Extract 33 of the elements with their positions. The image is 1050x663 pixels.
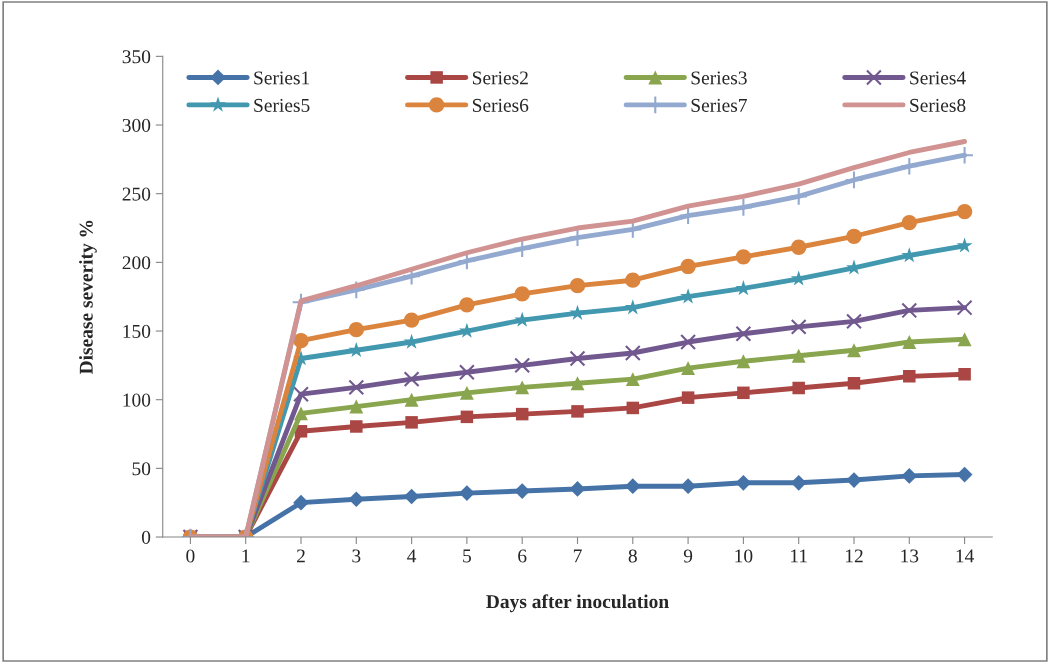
legend-label: Series6 <box>472 98 529 112</box>
legend-label: Series3 <box>691 71 747 85</box>
x-tick-label: 3 <box>352 549 361 563</box>
y-tick-label: 150 <box>123 324 151 338</box>
legend-label: Series2 <box>472 71 528 85</box>
x-tick-label: 4 <box>407 549 417 563</box>
x-tick-label: 2 <box>296 549 305 563</box>
legend-label: Series5 <box>254 98 310 112</box>
x-tick-label: 14 <box>956 549 975 563</box>
y-tick-label: 250 <box>122 187 151 201</box>
y-axis-title: Disease severity % <box>79 220 97 375</box>
y-tick-label: 50 <box>132 462 151 476</box>
legend-label: Series1 <box>254 71 310 85</box>
legend-label: Series4 <box>910 71 966 85</box>
legend-label: Series7 <box>691 98 747 112</box>
y-tick-label: 100 <box>123 393 151 407</box>
y-tick-label: 300 <box>122 118 151 132</box>
x-tick-label: 1 <box>242 549 250 563</box>
x-tick-label: 8 <box>628 549 637 563</box>
x-tick-label: 11 <box>791 549 807 563</box>
x-tick-label: 10 <box>735 549 753 563</box>
x-tick-label: 5 <box>463 549 471 563</box>
y-tick-label: 350 <box>122 50 151 64</box>
x-tick-label: 12 <box>845 549 863 563</box>
legend-label: Series8 <box>910 98 966 112</box>
y-tick-label: 200 <box>122 256 151 270</box>
x-tick-label: 0 <box>186 549 195 563</box>
x-tick-label: 6 <box>518 549 527 563</box>
x-tick-label: 7 <box>573 549 582 563</box>
x-tick-label: 13 <box>901 549 919 563</box>
x-axis-title: Days after inoculation <box>486 594 669 613</box>
x-tick-label: 9 <box>683 549 693 563</box>
y-tick-label: 0 <box>141 530 151 544</box>
